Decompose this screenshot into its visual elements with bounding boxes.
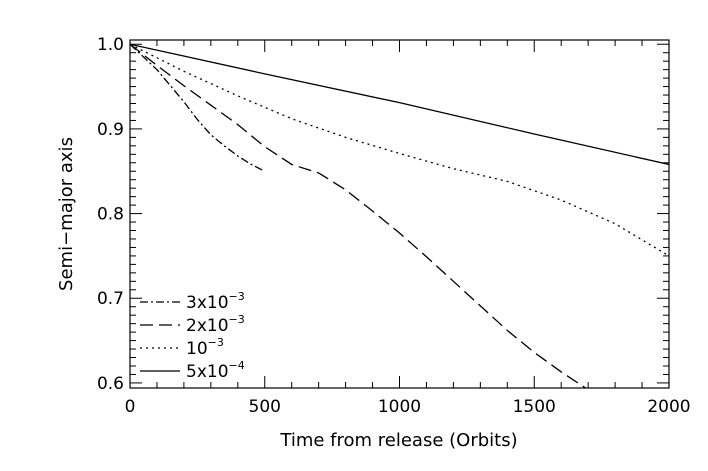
- legend-label: 5x10−4: [186, 359, 245, 382]
- series-line-1: [130, 43, 266, 172]
- y-tick-label: 1.0: [97, 35, 124, 55]
- y-tick-label: 0.8: [97, 205, 124, 225]
- series-line-2: [130, 43, 587, 388]
- y-axis-title: Semi−major axis: [56, 137, 77, 291]
- legend-label-exponent: −3: [229, 313, 245, 326]
- x-axis-tick-labels: 0 500 1000 1500 2000: [125, 397, 691, 417]
- legend-item: 3x10−3: [140, 290, 245, 313]
- series-line-4: [130, 43, 669, 166]
- legend-label-exponent: −3: [208, 336, 224, 349]
- axis-ticks: [129, 40, 670, 388]
- legend-label-base: 3x10: [186, 293, 229, 313]
- y-tick-label: 0.7: [97, 289, 124, 309]
- legend-label-exponent: −4: [229, 359, 245, 372]
- x-tick-label: 2000: [647, 397, 690, 417]
- plot-lines: [130, 43, 669, 388]
- x-axis-title: Time from release (Orbits): [279, 430, 517, 451]
- legend-label-exponent: −3: [229, 290, 245, 303]
- legend-item: 10−3: [140, 336, 224, 359]
- x-tick-label: 0: [125, 397, 136, 417]
- legend-label: 3x10−3: [186, 290, 245, 313]
- legend-label-base: 5x10: [186, 362, 229, 382]
- x-tick-label: 1000: [378, 397, 421, 417]
- legend-item: 5x10−4: [140, 359, 245, 382]
- series-line-3: [130, 43, 669, 257]
- legend-item: 2x10−3: [140, 313, 245, 336]
- legend-label: 10−3: [186, 336, 224, 359]
- y-axis-tick-labels: 0.6 0.7 0.8 0.9 1.0: [97, 35, 124, 394]
- legend-label-base: 2x10: [186, 316, 229, 336]
- legend-label: 2x10−3: [186, 313, 245, 336]
- x-tick-label: 500: [249, 397, 281, 417]
- y-tick-label: 0.6: [97, 374, 124, 394]
- y-tick-label: 0.9: [97, 120, 124, 140]
- x-tick-label: 1500: [513, 397, 556, 417]
- legend-label-base: 10: [186, 339, 208, 359]
